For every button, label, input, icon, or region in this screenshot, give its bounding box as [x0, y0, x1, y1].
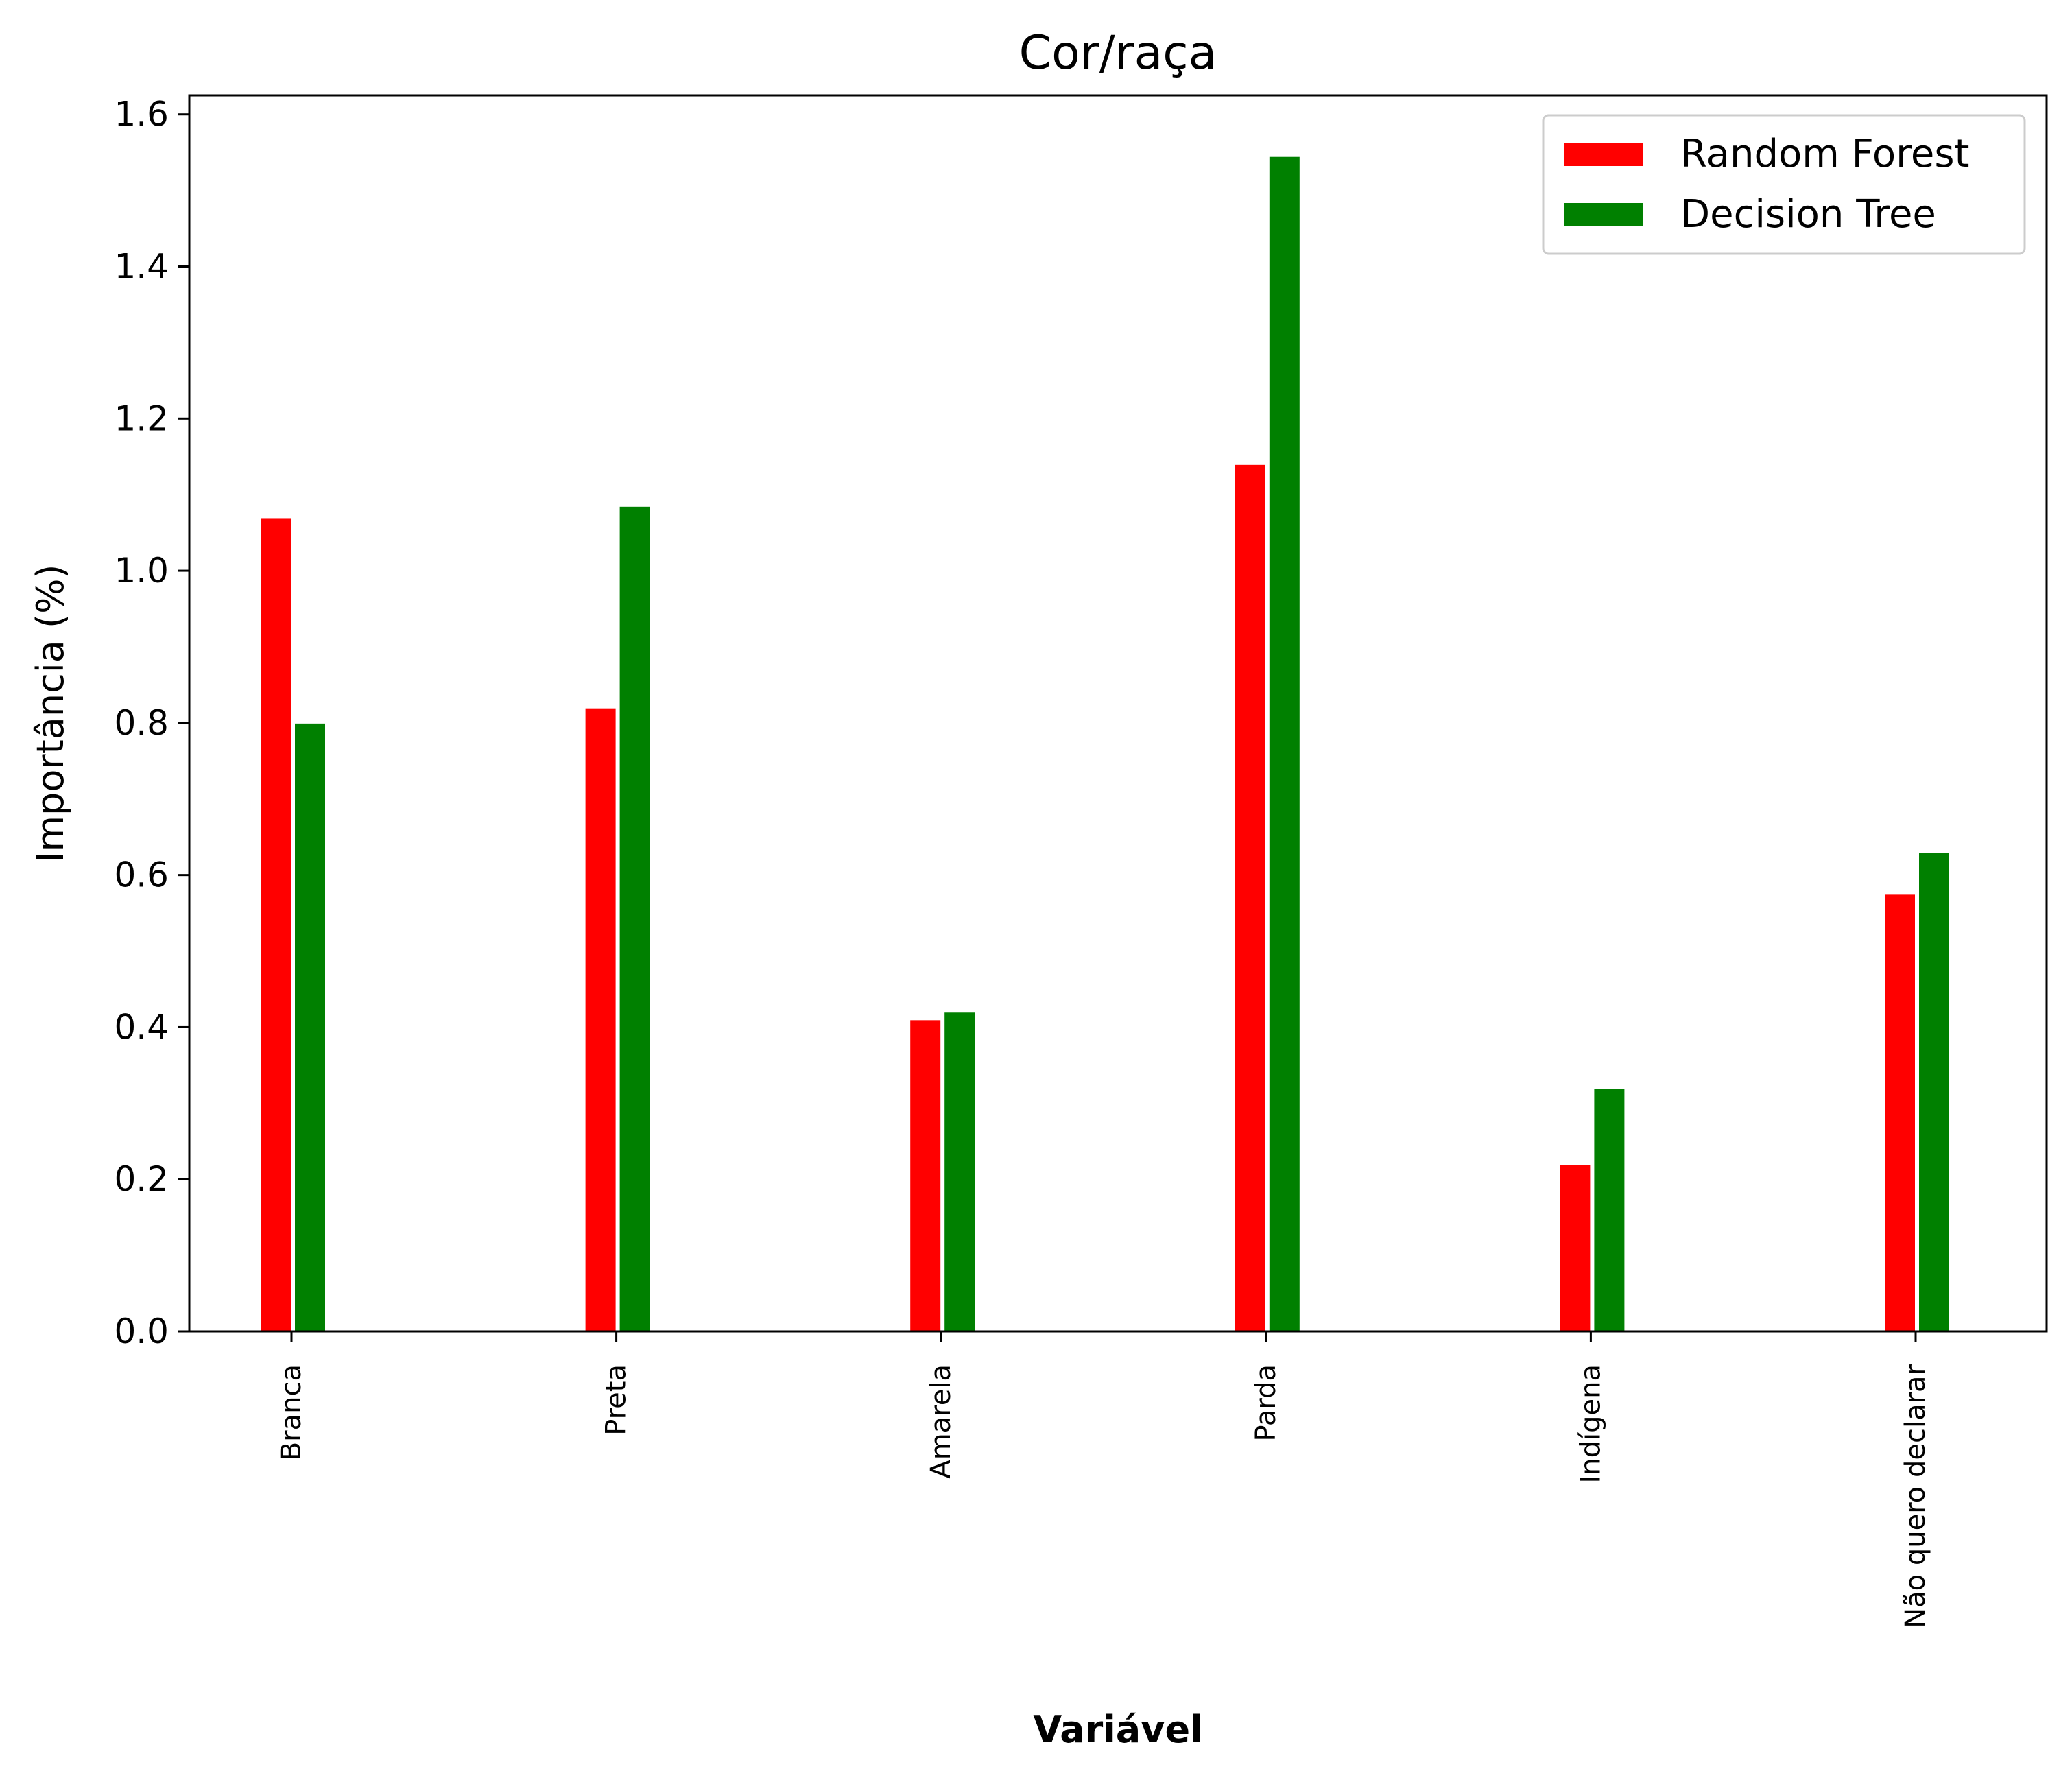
y-tick-label-1-6: 1.6 — [114, 95, 169, 134]
bar-decision-tree-amarela — [943, 1011, 977, 1332]
x-tick-label-preta: Preta — [601, 1364, 632, 1436]
legend-frame — [1542, 114, 2026, 255]
bar-decision-tree-branca — [294, 722, 326, 1333]
bar-random-forest-preta — [584, 707, 617, 1332]
bar-random-forest-branca — [259, 517, 292, 1333]
legend-swatch-decision-tree — [1564, 203, 1643, 226]
y-tick-label-0-2: 0.2 — [114, 1159, 169, 1199]
legend: Random Forest Decision Tree — [1542, 114, 2026, 255]
y-tick-label-0-4: 0.4 — [114, 1007, 169, 1047]
bar-random-forest-amarela — [909, 1019, 942, 1332]
chart-title: Cor/raça — [1019, 26, 1217, 80]
bar-random-forest-nao-quero-declarar — [1883, 893, 1916, 1333]
y-tick-label-0-8: 0.8 — [114, 703, 169, 743]
legend-label-decision-tree: Decision Tree — [1680, 192, 1936, 237]
y-axis-label: Importância (%) — [29, 565, 72, 863]
x-tick-label-branca: Branca — [276, 1364, 307, 1460]
bar-decision-tree-nao-quero-declarar — [1918, 851, 1951, 1332]
plot-frame — [188, 94, 2048, 1333]
x-tick-label-parda: Parda — [1250, 1364, 1282, 1441]
x-tick-label-amarela: Amarela — [925, 1364, 957, 1479]
y-axis-ticks: 0.0 0.2 0.4 0.6 0.8 1.0 1.2 1.4 1.6 — [114, 95, 189, 1351]
legend-swatch-random-forest — [1564, 143, 1643, 166]
bar-decision-tree-indigena — [1593, 1087, 1626, 1333]
bar-random-forest-indigena — [1558, 1163, 1592, 1332]
bars-group — [259, 155, 1951, 1333]
y-tick-label-0-6: 0.6 — [114, 855, 169, 895]
y-tick-label-1-2: 1.2 — [114, 399, 169, 438]
y-tick-label-1-4: 1.4 — [114, 247, 169, 287]
bar-decision-tree-preta — [618, 505, 652, 1332]
x-tick-label-nao-quero-declarar: Não quero declarar — [1900, 1364, 1931, 1628]
x-axis-ticks: Branca Preta Amarela Parda Indígena Não quero… — [276, 1331, 1931, 1628]
bar-random-forest-parda — [1233, 463, 1267, 1333]
bar-decision-tree-parda — [1267, 155, 1301, 1332]
x-axis-label: Variável — [1033, 1708, 1202, 1751]
y-tick-label-1-0: 1.0 — [114, 551, 169, 591]
y-tick-label-0-0: 0.0 — [114, 1312, 169, 1351]
x-tick-label-indigena: Indígena — [1575, 1364, 1606, 1484]
legend-label-random-forest: Random Forest — [1680, 132, 1970, 176]
